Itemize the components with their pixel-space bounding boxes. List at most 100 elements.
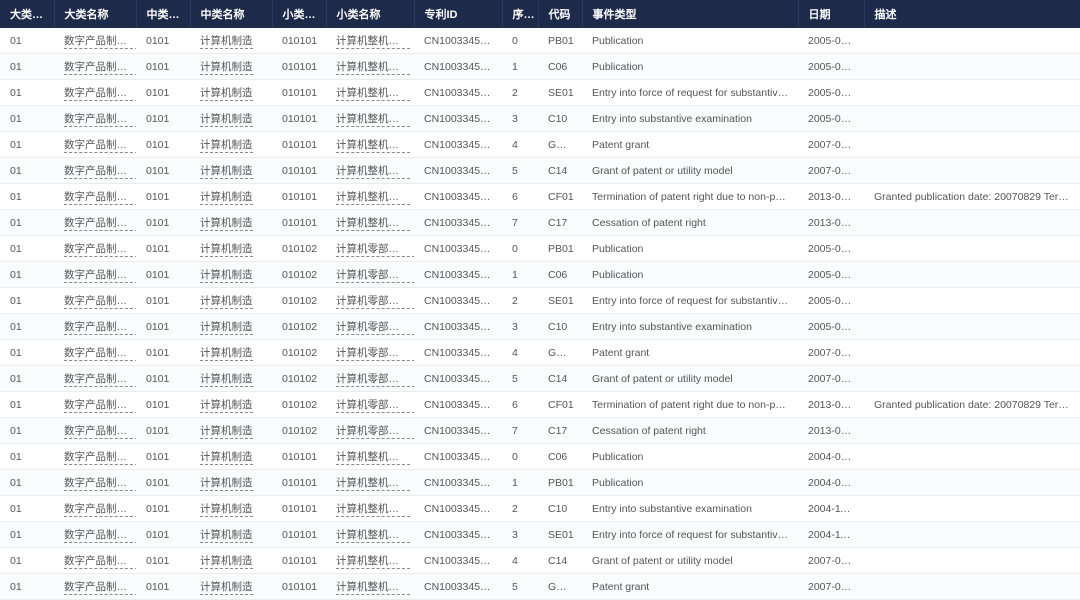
link-cat3_name[interactable]: 计算机整机制造 (336, 165, 410, 179)
cell-cat3_name[interactable]: 计算机零部件制造 (326, 262, 414, 288)
link-cat2_name[interactable]: 计算机制造 (200, 295, 253, 309)
col-header-cat1_name[interactable]: 大类名称 (54, 0, 136, 28)
cell-cat2_name[interactable]: 计算机制造 (190, 574, 272, 600)
cell-cat2_name[interactable]: 计算机制造 (190, 366, 272, 392)
cell-cat2_name[interactable]: 计算机制造 (190, 522, 272, 548)
cell-cat3_name[interactable]: 计算机整机制造 (326, 106, 414, 132)
link-cat1_name[interactable]: 数字产品制造业 (64, 139, 136, 153)
link-cat2_name[interactable]: 计算机制造 (200, 373, 253, 387)
link-cat3_name[interactable]: 计算机整机制造 (336, 87, 410, 101)
col-header-patent_id[interactable]: 专利ID (414, 0, 502, 28)
link-cat3_name[interactable]: 计算机零部件制造 (336, 243, 414, 257)
link-cat3_name[interactable]: 计算机整机制造 (336, 139, 410, 153)
table-row[interactable]: 01数字产品制造业0101计算机制造010102计算机零部件制造CN100334… (0, 418, 1080, 444)
table-row[interactable]: 01数字产品制造业0101计算机制造010101计算机整机制造CN1003345… (0, 184, 1080, 210)
link-cat3_name[interactable]: 计算机零部件制造 (336, 269, 414, 283)
table-row[interactable]: 01数字产品制造业0101计算机制造010101计算机整机制造CN1003345… (0, 80, 1080, 106)
cell-cat1_name[interactable]: 数字产品制造业 (54, 262, 136, 288)
cell-cat1_name[interactable]: 数字产品制造业 (54, 106, 136, 132)
cell-cat3_name[interactable]: 计算机整机制造 (326, 548, 414, 574)
col-header-cat1_code[interactable]: 大类代码 (0, 0, 54, 28)
link-cat2_name[interactable]: 计算机制造 (200, 269, 253, 283)
table-row[interactable]: 01数字产品制造业0101计算机制造010102计算机零部件制造CN100334… (0, 288, 1080, 314)
cell-cat3_name[interactable]: 计算机零部件制造 (326, 418, 414, 444)
link-cat2_name[interactable]: 计算机制造 (200, 165, 253, 179)
cell-cat2_name[interactable]: 计算机制造 (190, 444, 272, 470)
link-cat2_name[interactable]: 计算机制造 (200, 451, 253, 465)
cell-cat2_name[interactable]: 计算机制造 (190, 340, 272, 366)
col-header-event[interactable]: 事件类型 (582, 0, 798, 28)
cell-cat1_name[interactable]: 数字产品制造业 (54, 158, 136, 184)
link-cat1_name[interactable]: 数字产品制造业 (64, 35, 136, 49)
link-cat1_name[interactable]: 数字产品制造业 (64, 399, 136, 413)
cell-cat2_name[interactable]: 计算机制造 (190, 236, 272, 262)
table-row[interactable]: 01数字产品制造业0101计算机制造010102计算机零部件制造CN100334… (0, 236, 1080, 262)
col-header-seq[interactable]: 序号 (502, 0, 538, 28)
link-cat2_name[interactable]: 计算机制造 (200, 113, 253, 127)
link-cat1_name[interactable]: 数字产品制造业 (64, 217, 136, 231)
cell-cat3_name[interactable]: 计算机整机制造 (326, 28, 414, 54)
cell-cat2_name[interactable]: 计算机制造 (190, 28, 272, 54)
link-cat3_name[interactable]: 计算机整机制造 (336, 503, 410, 517)
link-cat2_name[interactable]: 计算机制造 (200, 581, 253, 595)
cell-cat3_name[interactable]: 计算机零部件制造 (326, 288, 414, 314)
cell-cat3_name[interactable]: 计算机零部件制造 (326, 392, 414, 418)
table-row[interactable]: 01数字产品制造业0101计算机制造010102计算机零部件制造CN100334… (0, 366, 1080, 392)
cell-cat3_name[interactable]: 计算机整机制造 (326, 470, 414, 496)
link-cat1_name[interactable]: 数字产品制造业 (64, 503, 136, 517)
link-cat2_name[interactable]: 计算机制造 (200, 477, 253, 491)
link-cat1_name[interactable]: 数字产品制造业 (64, 477, 136, 491)
link-cat1_name[interactable]: 数字产品制造业 (64, 321, 136, 335)
link-cat1_name[interactable]: 数字产品制造业 (64, 581, 136, 595)
cell-cat1_name[interactable]: 数字产品制造业 (54, 522, 136, 548)
col-header-cat3_code[interactable]: 小类代码 (272, 0, 326, 28)
table-row[interactable]: 01数字产品制造业0101计算机制造010101计算机整机制造CN1003345… (0, 444, 1080, 470)
table-row[interactable]: 01数字产品制造业0101计算机制造010101计算机整机制造CN1003345… (0, 132, 1080, 158)
table-row[interactable]: 01数字产品制造业0101计算机制造010102计算机零部件制造CN100334… (0, 314, 1080, 340)
table-row[interactable]: 01数字产品制造业0101计算机制造010101计算机整机制造CN1003345… (0, 210, 1080, 236)
table-row[interactable]: 01数字产品制造业0101计算机制造010101计算机整机制造CN1003345… (0, 548, 1080, 574)
table-row[interactable]: 01数字产品制造业0101计算机制造010101计算机整机制造CN1003345… (0, 106, 1080, 132)
cell-cat2_name[interactable]: 计算机制造 (190, 392, 272, 418)
link-cat2_name[interactable]: 计算机制造 (200, 555, 253, 569)
cell-cat2_name[interactable]: 计算机制造 (190, 418, 272, 444)
link-cat3_name[interactable]: 计算机整机制造 (336, 451, 410, 465)
link-cat3_name[interactable]: 计算机零部件制造 (336, 347, 414, 361)
cell-cat3_name[interactable]: 计算机整机制造 (326, 574, 414, 600)
cell-cat3_name[interactable]: 计算机零部件制造 (326, 366, 414, 392)
cell-cat2_name[interactable]: 计算机制造 (190, 184, 272, 210)
col-header-cat2_code[interactable]: 中类代码 (136, 0, 190, 28)
link-cat3_name[interactable]: 计算机整机制造 (336, 35, 410, 49)
link-cat3_name[interactable]: 计算机整机制造 (336, 217, 410, 231)
cell-cat2_name[interactable]: 计算机制造 (190, 210, 272, 236)
cell-cat2_name[interactable]: 计算机制造 (190, 314, 272, 340)
link-cat3_name[interactable]: 计算机零部件制造 (336, 399, 414, 413)
link-cat1_name[interactable]: 数字产品制造业 (64, 165, 136, 179)
cell-cat2_name[interactable]: 计算机制造 (190, 54, 272, 80)
link-cat3_name[interactable]: 计算机整机制造 (336, 581, 410, 595)
link-cat2_name[interactable]: 计算机制造 (200, 191, 253, 205)
cell-cat1_name[interactable]: 数字产品制造业 (54, 548, 136, 574)
cell-cat1_name[interactable]: 数字产品制造业 (54, 496, 136, 522)
link-cat3_name[interactable]: 计算机整机制造 (336, 191, 410, 205)
cell-cat3_name[interactable]: 计算机零部件制造 (326, 340, 414, 366)
cell-cat2_name[interactable]: 计算机制造 (190, 548, 272, 574)
link-cat3_name[interactable]: 计算机整机制造 (336, 61, 410, 75)
link-cat3_name[interactable]: 计算机整机制造 (336, 477, 410, 491)
table-row[interactable]: 01数字产品制造业0101计算机制造010101计算机整机制造CN1003345… (0, 522, 1080, 548)
table-row[interactable]: 01数字产品制造业0101计算机制造010101计算机整机制造CN1003345… (0, 496, 1080, 522)
link-cat1_name[interactable]: 数字产品制造业 (64, 269, 136, 283)
cell-cat2_name[interactable]: 计算机制造 (190, 158, 272, 184)
link-cat3_name[interactable]: 计算机零部件制造 (336, 295, 414, 309)
cell-cat1_name[interactable]: 数字产品制造业 (54, 54, 136, 80)
cell-cat1_name[interactable]: 数字产品制造业 (54, 470, 136, 496)
link-cat1_name[interactable]: 数字产品制造业 (64, 295, 136, 309)
cell-cat1_name[interactable]: 数字产品制造业 (54, 236, 136, 262)
cell-cat3_name[interactable]: 计算机零部件制造 (326, 236, 414, 262)
table-row[interactable]: 01数字产品制造业0101计算机制造010101计算机整机制造CN1003345… (0, 54, 1080, 80)
table-row[interactable]: 01数字产品制造业0101计算机制造010101计算机整机制造CN1003345… (0, 158, 1080, 184)
cell-cat2_name[interactable]: 计算机制造 (190, 262, 272, 288)
link-cat3_name[interactable]: 计算机零部件制造 (336, 373, 414, 387)
col-header-date[interactable]: 日期 (798, 0, 864, 28)
table-row[interactable]: 01数字产品制造业0101计算机制造010101计算机整机制造CN1003345… (0, 470, 1080, 496)
